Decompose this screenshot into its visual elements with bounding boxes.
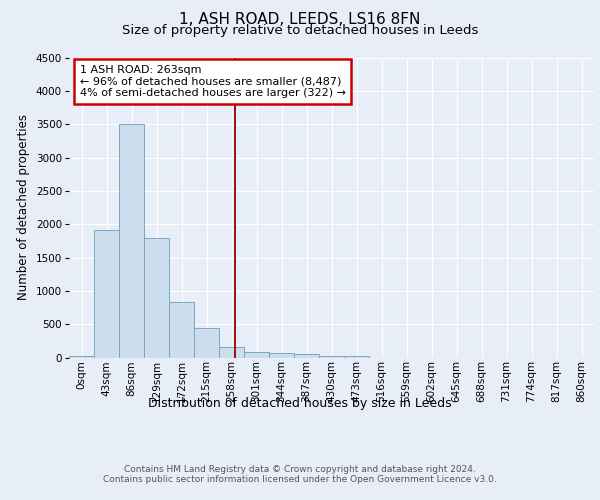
- Bar: [94, 230, 119, 358]
- Text: Distribution of detached houses by size in Leeds: Distribution of detached houses by size …: [148, 398, 452, 410]
- Bar: [344, 356, 369, 358]
- Bar: [269, 352, 294, 358]
- Text: Contains HM Land Registry data © Crown copyright and database right 2024.
Contai: Contains HM Land Registry data © Crown c…: [103, 465, 497, 484]
- Bar: [219, 347, 244, 358]
- Text: 1 ASH ROAD: 263sqm
← 96% of detached houses are smaller (8,487)
4% of semi-detac: 1 ASH ROAD: 263sqm ← 96% of detached hou…: [79, 65, 346, 98]
- Bar: [194, 328, 219, 358]
- Bar: [319, 356, 344, 358]
- Bar: [169, 302, 194, 358]
- Bar: [119, 124, 144, 358]
- Bar: [69, 356, 94, 358]
- Bar: [144, 238, 169, 358]
- Text: Size of property relative to detached houses in Leeds: Size of property relative to detached ho…: [122, 24, 478, 37]
- Bar: [294, 354, 319, 358]
- Text: 1, ASH ROAD, LEEDS, LS16 8FN: 1, ASH ROAD, LEEDS, LS16 8FN: [179, 12, 421, 28]
- Bar: [244, 352, 269, 358]
- Y-axis label: Number of detached properties: Number of detached properties: [17, 114, 30, 300]
